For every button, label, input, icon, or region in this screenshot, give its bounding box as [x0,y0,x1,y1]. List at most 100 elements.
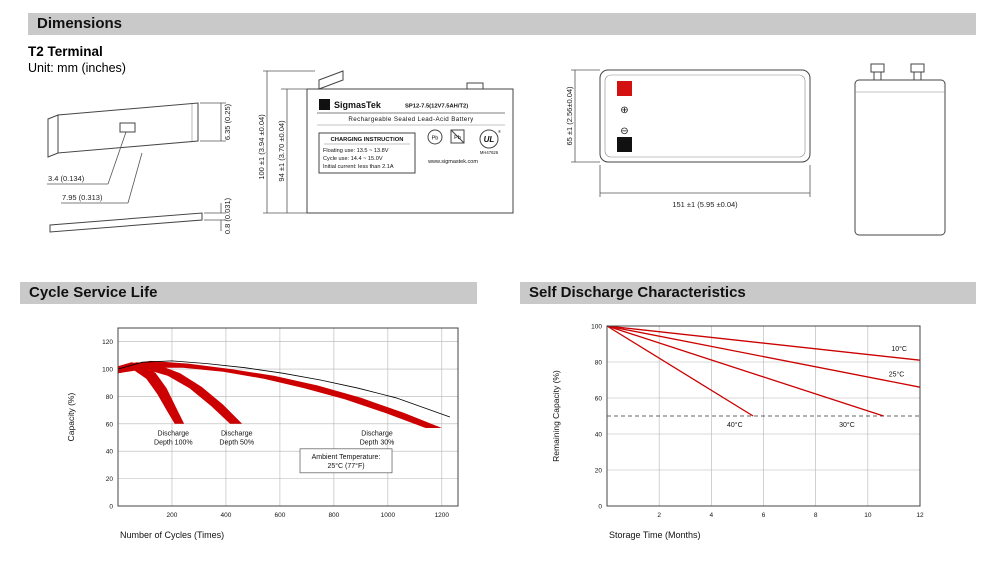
y-tick-label: 40 [595,432,603,439]
plus-symbol: ⊕ [620,105,628,116]
battery-case-front [306,88,514,214]
x-tick-label: 1000 [381,512,396,519]
annotation-text: Depth 30% [360,440,395,447]
side-terminal-1-stem [873,71,882,81]
side-terminal-1 [870,63,885,73]
annotation-text: Discharge [221,431,253,438]
cycle-service-life-chart: 0 20 40 60 80 100 120 200 400 600 800 1000 1200 Disch… [66,327,459,540]
x-tick-label: 800 [328,512,339,519]
model-number: SP12-7.5(12V7.5AH/T2) [405,104,468,110]
annotation-text: Discharge [158,431,190,438]
y-tick-label: 20 [595,468,603,475]
y-tick-label: 0 [109,504,113,511]
y-axis-label: Remaining Capacity (%) [551,370,561,462]
recycle-pb-icon [427,129,443,145]
x-tick-label: 12 [916,512,924,519]
x-tick-label: 2 [657,512,661,519]
terminal-hole [119,122,136,133]
battery-case-side [854,79,946,236]
y-tick-label: 60 [106,421,114,428]
dim-length: 151 ±1 (5.95 ±0.04) [672,200,738,209]
discharge-band [118,360,442,428]
annotation-box [299,448,393,474]
dim-leader [107,131,127,185]
ul-file-number: MH47626 [480,150,499,155]
x-tick-label: 6 [762,512,766,519]
section-header-cycle-life: Cycle Service Life [20,282,477,304]
battery-case-top-inner [604,74,806,158]
series-label: 10°C [891,345,907,353]
x-tick-label: 8 [814,512,818,519]
x-tick-label: 4 [710,512,714,519]
charging-line-2: Cycle use: 14.4 ~ 15.0V [323,156,383,162]
plot-border [606,325,921,507]
battery-front-view-drawing: 100 ±1 (3.94 ±0.04) 94 ±1 (3.70 ±0.04) S… [257,70,514,214]
annotation-text: Ambient Temperature: [312,454,381,461]
series-line [606,325,754,417]
ul-mark-icon [479,129,499,149]
discharge-band [118,362,185,424]
charging-line-1: Floating use: 13.5 ~ 13.8V [323,148,389,154]
x-tick-label: 200 [167,512,178,519]
terminal-blade-fold [47,114,59,158]
side-terminal-2-stem [913,71,922,81]
battery-terminal-tab [318,70,344,90]
x-tick-label: 10 [864,512,872,519]
series-line [606,325,884,417]
x-axis-label: Number of Cycles (Times) [120,530,224,540]
terminal-type-title: T2 Terminal [28,44,103,59]
y-tick-label: 100 [102,367,113,374]
envelope-curve [117,360,451,418]
positive-terminal [617,81,632,96]
dim-leader [127,152,143,204]
brand-logo-icon [319,99,330,110]
series-line [606,325,921,361]
x-axis-label: Storage Time (Months) [609,530,701,540]
dim-terminal-thickness: 0.8 (0.031) [223,197,232,234]
battery-top-view-drawing: ⊕ ⊖ 65 ±1 (2.56±0.04) 151 ±1 (5.95 ±0.04… [565,69,811,209]
negative-terminal [617,137,632,152]
y-tick-label: 60 [595,396,603,403]
dim-body-height: 94 ±1 (3.70 ±0.04) [277,120,286,182]
ul-mark-letters: UL [484,135,495,144]
series-label: 25°C [889,370,905,378]
dim-terminal-width: 7.95 (0.313) [62,193,103,202]
battery-side-view-drawing [854,63,946,236]
side-terminal-2 [910,63,925,73]
minus-symbol: ⊖ [620,126,628,137]
section-header-dimensions: Dimensions [28,13,976,35]
plot-border [117,327,459,507]
y-tick-label: 40 [106,449,114,456]
series-line [606,325,921,388]
brand-name: SigmasTek [334,100,382,110]
battery-vent-bump [466,82,484,90]
section-header-self-discharge: Self Discharge Characteristics [520,282,976,304]
recycle-pb-label: Pb [432,136,439,142]
y-tick-label: 20 [106,476,114,483]
dim-terminal-height: 6.35 (0.25) [223,103,232,140]
dim-depth: 65 ±1 (2.56±0.04) [565,86,574,146]
t2-terminal-detail-drawing: 6.35 (0.25) 3.4 (0.134) 7.95 (0.313) 0.8… [47,102,232,234]
website-text: www.sigmastek.com [427,159,478,165]
pb-crossed-line [450,129,465,144]
self-discharge-chart: 0 20 40 60 80 100 2 4 6 8 10 12 10°C 25°C 30°C 40°C Rema… [551,324,924,541]
charging-line-3: Initial current: less than 2.1A [323,164,394,170]
y-tick-label: 80 [106,394,114,401]
battery-case-top-outer [599,69,811,163]
charging-instruction-box [318,132,416,174]
series-label: 40°C [727,421,743,429]
x-tick-label: 1200 [435,512,450,519]
y-axis-label: Capacity (%) [66,393,76,442]
unit-label: Unit: mm (inches) [28,61,126,75]
x-tick-label: 600 [274,512,285,519]
y-tick-label: 120 [102,339,113,346]
charging-instruction-title: CHARGING INSTRUCTION [331,137,404,143]
dim-total-height: 100 ±1 (3.94 ±0.04) [257,114,266,180]
dim-terminal-hole: 3.4 (0.134) [48,174,85,183]
series-label: 30°C [839,421,855,429]
terminal-blade-side-profile [49,212,203,233]
y-tick-label: 80 [595,360,603,367]
y-tick-label: 100 [591,324,602,331]
registered-mark: ® [498,129,501,134]
pb-crossed-icon [450,129,465,144]
